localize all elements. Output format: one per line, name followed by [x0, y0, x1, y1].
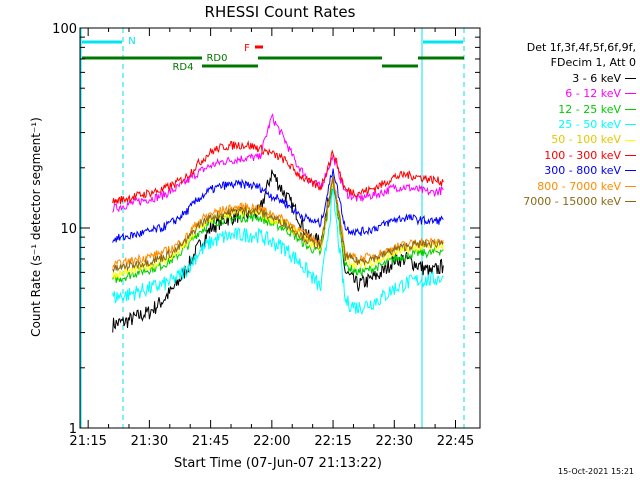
- x-tick-label: 22:30: [376, 434, 413, 449]
- legend-swatch: [625, 124, 636, 126]
- series-line: [112, 180, 444, 281]
- axes: 21:15 21:30 21:45 22:00 22:15 22:30 22:45 1 10 10…: [52, 22, 481, 449]
- x-tick-label: 21:45: [192, 434, 229, 449]
- x-tick-label: 22:15: [314, 434, 351, 449]
- legend-entry: 300 - 800 keV: [478, 163, 636, 178]
- legend-entry: 100 - 300 keV: [478, 148, 636, 163]
- series-line: [112, 140, 444, 205]
- legend-entry-label: 7000 - 15000 keV: [523, 195, 621, 209]
- x-tick-label: 22:45: [437, 434, 474, 449]
- legend-swatch: [625, 155, 636, 157]
- series-line: [112, 187, 444, 316]
- flare-label: F: [244, 43, 250, 54]
- legend-entry-label: 3 - 6 keV: [572, 71, 621, 85]
- legend-swatch: [625, 201, 636, 203]
- legend-entry-label: 50 - 100 keV: [551, 133, 621, 147]
- series-line: [112, 113, 444, 213]
- x-tick-label: 22:00: [253, 434, 290, 449]
- y-tick-label: 100: [52, 22, 77, 37]
- series-line: [112, 175, 444, 274]
- legend-entry: 800 - 7000 keV: [478, 179, 636, 194]
- legend-entry-label: 100 - 300 keV: [544, 148, 621, 162]
- legend-entry: 25 - 50 keV: [478, 117, 636, 132]
- annotation-layer: N RD0 RD4 F: [80, 28, 465, 428]
- legend-entry-label: 800 - 7000 keV: [537, 179, 621, 193]
- legend-swatch: [625, 185, 636, 187]
- y-tick-label: 1: [69, 422, 77, 437]
- rd4-label: RD4: [172, 62, 193, 73]
- y-axis-label-text: Count Rate (s⁻¹ detector segment⁻¹): [29, 117, 43, 337]
- rd0-label: RD0: [206, 53, 227, 64]
- series-line: [112, 168, 444, 243]
- legend-swatch: [625, 78, 636, 80]
- legend-header-line1: Det 1f,3f,4f,5f,6f,9f,: [526, 41, 636, 54]
- legend-swatch: [625, 108, 636, 110]
- plot-frame: [79, 27, 481, 429]
- y-tick-label: 10: [60, 222, 77, 237]
- legend-swatch: [625, 170, 636, 172]
- legend-entry-label: 25 - 50 keV: [558, 118, 621, 132]
- legend-entry-label: 300 - 800 keV: [544, 164, 621, 178]
- series-line: [112, 183, 444, 284]
- chart-title: RHESSI Count Rates: [205, 3, 356, 21]
- x-axis-label: Start Time (07-Jun-07 21:13:22): [174, 456, 382, 471]
- series-layer: [112, 113, 444, 333]
- legend-entry: 12 - 25 keV: [478, 102, 636, 117]
- legend-entry: 50 - 100 keV: [478, 132, 636, 147]
- legend-header-line2: FDecim 1, Att 0: [550, 56, 636, 70]
- legend-swatch: [625, 139, 636, 141]
- legend-entries: 3 - 6 keV 6 - 12 keV 12 - 25 keV 25 - 50 ke…: [478, 71, 636, 210]
- legend-entry-label: 12 - 25 keV: [558, 102, 621, 116]
- x-tick-label: 21:30: [131, 434, 168, 449]
- night-label: N: [128, 36, 135, 47]
- x-tick-label: 21:15: [69, 434, 106, 449]
- legend-swatch: [625, 93, 636, 95]
- legend-entry: 6 - 12 keV: [478, 86, 636, 101]
- legend-entry: 7000 - 15000 keV: [478, 194, 636, 209]
- y-axis-label: Count Rate (s⁻¹ detector segment⁻¹): [29, 117, 43, 337]
- timestamp: 15-Oct-2021 15:21: [558, 467, 634, 476]
- legend-entry: 3 - 6 keV: [478, 71, 636, 86]
- legend-entry-label: 6 - 12 keV: [565, 87, 621, 101]
- legend: Det 1f,3f,4f,5f,6f,9f, FDecim 1, Att 0 3…: [478, 40, 636, 209]
